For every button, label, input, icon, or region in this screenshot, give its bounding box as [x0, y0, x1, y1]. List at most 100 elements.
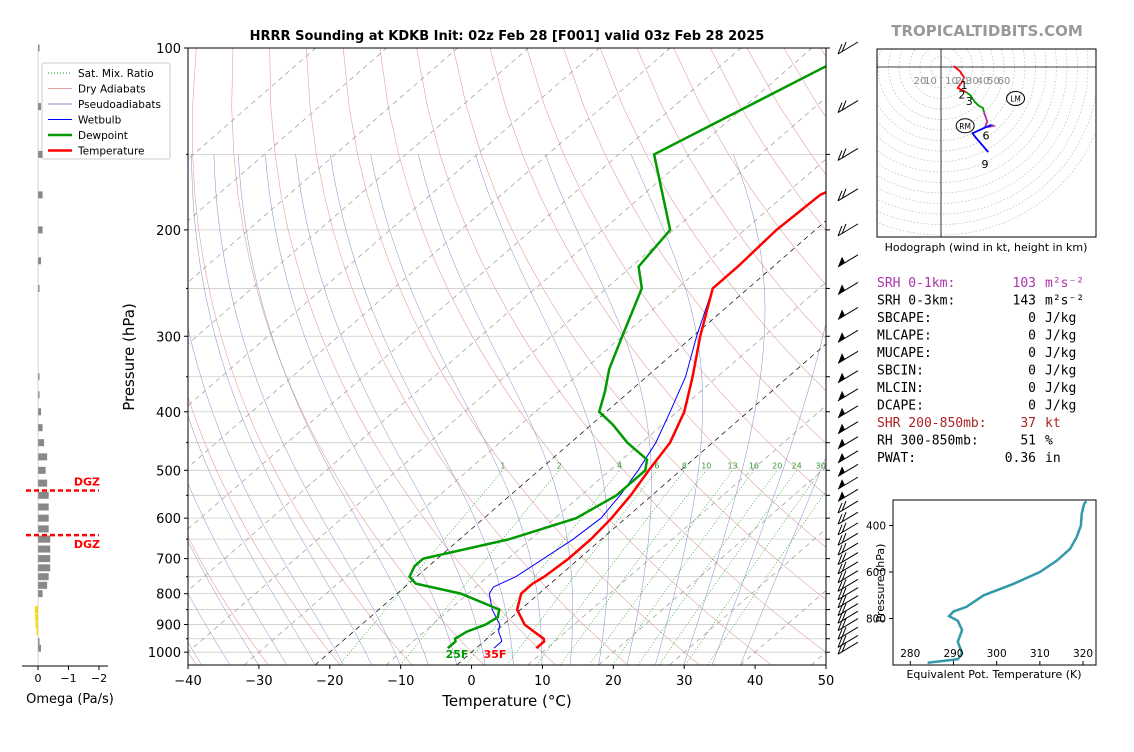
- rm-label: RM: [959, 122, 971, 131]
- lm-label: LM: [1010, 95, 1021, 104]
- hodograph-height-label: 6: [983, 130, 990, 143]
- dewpoint-line: [410, 48, 862, 648]
- param-unit: %: [1045, 434, 1053, 449]
- sfc-dewpoint-label: 25F: [446, 648, 469, 661]
- wind-barb-flag: [838, 373, 845, 383]
- omega-bar: [38, 103, 41, 110]
- dgz-label: DGZ: [74, 476, 100, 489]
- omega-bar: [38, 226, 43, 233]
- isotherm: [811, 48, 1134, 665]
- hodograph-height-label: 3: [966, 95, 973, 108]
- param-label: MLCAPE:: [877, 329, 932, 344]
- mixing-ratio-label: 30: [816, 461, 826, 470]
- param-unit: J/kg: [1045, 346, 1076, 361]
- param-label: RH 300-850mb:: [877, 434, 979, 449]
- omega-bar: [38, 515, 49, 522]
- omega-bar: [35, 614, 38, 621]
- omega-bar: [38, 408, 41, 415]
- param-unit: J/kg: [1045, 381, 1076, 396]
- param-label: MUCAPE:: [877, 346, 932, 361]
- temperature-line: [517, 48, 1131, 648]
- x-tick-label: 40: [747, 674, 764, 689]
- theta-e-x-tick-label: 320: [1073, 648, 1093, 660]
- wind-barb-flag: [838, 309, 845, 319]
- param-label: SBCIN:: [877, 364, 924, 379]
- param-label: SRH 0-3km:: [877, 294, 955, 309]
- omega-x-tick-label: 0: [35, 672, 42, 685]
- theta-e-y-tick-label: 400: [866, 521, 886, 533]
- wind-barb-flag: [838, 353, 845, 363]
- theta-e-line: [928, 501, 1087, 663]
- dry-adiabat: [151, 48, 340, 665]
- mixing-ratio-line: [466, 470, 620, 665]
- y-tick-label: 500: [156, 464, 181, 479]
- pseudoadiabat: [214, 154, 400, 665]
- param-unit: kt: [1045, 416, 1061, 431]
- legend-label: Pseudoadiabats: [78, 99, 161, 111]
- legend-label: Wetbulb: [78, 115, 122, 127]
- mixing-ratio-line: [612, 470, 754, 665]
- hodograph-ring-label: 60: [998, 76, 1011, 87]
- omega-bar: [38, 645, 41, 652]
- hodograph-ring-label: 10: [924, 76, 937, 87]
- wind-barb-staff: [838, 224, 858, 236]
- param-unit: m²s⁻²: [1045, 276, 1084, 291]
- pseudoadiabat: [296, 154, 486, 665]
- param-value: 0: [1028, 346, 1036, 361]
- y-tick-label: 900: [156, 619, 181, 634]
- wind-barb-staff: [838, 533, 858, 545]
- y-tick-label: 600: [156, 512, 181, 527]
- hodograph-height-label: 2: [958, 89, 965, 102]
- isotherm: [528, 48, 1134, 665]
- theta-e-x-tick-label: 290: [943, 648, 963, 660]
- mixing-ratio-label: 8: [682, 461, 687, 470]
- x-tick-label: 0: [467, 674, 475, 689]
- param-label: SHR 200-850mb:: [877, 416, 987, 431]
- omega-bar: [38, 536, 50, 543]
- omega-bar: [38, 503, 49, 510]
- wind-barb-flag: [838, 439, 845, 449]
- mixing-ratio-label: 20: [772, 461, 782, 470]
- wind-barb-staff: [838, 642, 858, 654]
- dry-adiabat: [232, 48, 484, 665]
- dry-adiabat: [193, 48, 413, 665]
- omega-bar: [38, 453, 47, 460]
- wind-barb-flag: [838, 257, 845, 267]
- omega-bar: [38, 492, 49, 499]
- y-tick-label: 100: [156, 42, 181, 57]
- skewt-xlabel: Temperature (°C): [441, 692, 571, 710]
- legend-label: Temperature: [77, 146, 145, 158]
- hodograph-segment: [984, 112, 994, 127]
- mixing-ratio-label: 16: [749, 461, 759, 470]
- param-label: SBCAPE:: [877, 311, 932, 326]
- param-unit: J/kg: [1045, 399, 1076, 414]
- skewt-ylabel: Pressure (hPa): [120, 303, 138, 411]
- pseudoadiabat: [265, 154, 457, 665]
- legend-label: Sat. Mix. Ratio: [78, 68, 154, 80]
- param-label: DCAPE:: [877, 399, 924, 414]
- x-tick-label: −30: [245, 674, 272, 689]
- omega-bar: [38, 424, 43, 431]
- param-value: 0: [1028, 329, 1036, 344]
- wind-barb-flag: [838, 332, 845, 342]
- omega-x-tick-label: −1: [60, 672, 76, 685]
- mixing-ratio-line: [638, 470, 777, 665]
- legend-label: Dewpoint: [78, 130, 128, 142]
- dry-adiabat: [784, 48, 1134, 665]
- y-tick-label: 800: [156, 588, 181, 603]
- chart-title: HRRR Sounding at KDKB Init: 02z Feb 28 […: [250, 29, 765, 44]
- param-value: 37: [1020, 416, 1036, 431]
- wind-barb-staff: [838, 189, 858, 201]
- x-tick-label: −20: [316, 674, 343, 689]
- dry-adiabat: [380, 48, 772, 665]
- wind-barb-staff: [838, 611, 858, 623]
- dgz-label: DGZ: [74, 538, 100, 551]
- omega-bar: [38, 582, 47, 589]
- omega-bar: [38, 573, 49, 580]
- omega-x-tick-label: −2: [91, 672, 107, 685]
